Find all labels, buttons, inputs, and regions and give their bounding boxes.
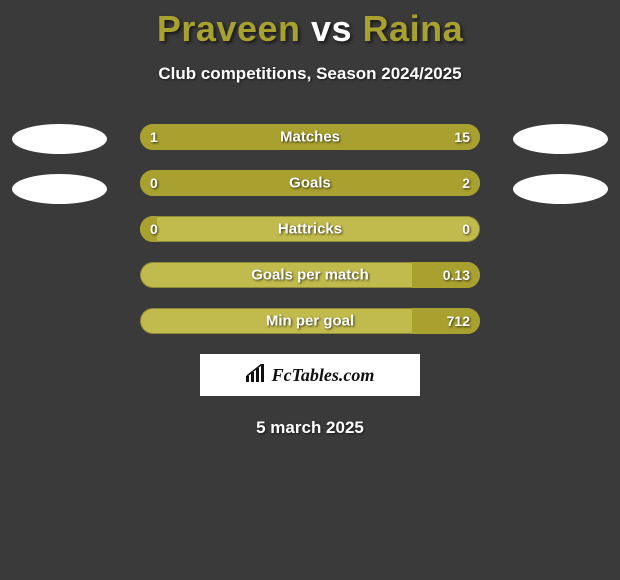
player1-badge-placeholder-2: [12, 174, 107, 204]
player2-badge-placeholder-1: [513, 124, 608, 154]
brand-text: FcTables.com: [246, 364, 375, 387]
stat-row: Min per goal 712: [140, 308, 480, 334]
stat-label: Matches: [280, 129, 340, 146]
player1-name: Praveen: [157, 8, 301, 49]
stat-value-right: 712: [447, 313, 470, 329]
stat-row: Hattricks 0 0: [140, 216, 480, 242]
stat-label: Goals per match: [251, 267, 369, 284]
player2-badge-placeholder-2: [513, 174, 608, 204]
stat-row: Matches 1 15: [140, 124, 480, 150]
stat-value-right: 2: [462, 175, 470, 191]
stat-label: Hattricks: [278, 221, 342, 238]
player1-badge-placeholder-1: [12, 124, 107, 154]
stat-bars: Matches 1 15 Goals 0 2 Hattricks 0 0 Goals per ma…: [140, 124, 480, 334]
subtitle: Club competitions, Season 2024/2025: [0, 64, 620, 84]
stat-value-left: 0: [150, 221, 158, 237]
stat-fill-right: [201, 124, 480, 150]
stat-label: Min per goal: [266, 313, 354, 330]
stat-row: Goals per match 0.13: [140, 262, 480, 288]
stat-row: Goals 0 2: [140, 170, 480, 196]
stat-value-left: 1: [150, 129, 158, 145]
comparison-chart: Matches 1 15 Goals 0 2 Hattricks 0 0 Goals per ma…: [0, 124, 620, 334]
brand-label: FcTables.com: [272, 365, 375, 386]
stat-value-right: 0: [462, 221, 470, 237]
vs-text: vs: [311, 8, 352, 49]
page-title: Praveen vs Raina: [0, 0, 620, 50]
brand-box: FcTables.com: [200, 354, 420, 396]
stat-value-right: 15: [454, 129, 470, 145]
stat-label: Goals: [289, 175, 331, 192]
stat-value-left: 0: [150, 175, 158, 191]
date-text: 5 march 2025: [0, 418, 620, 438]
stat-value-right: 0.13: [443, 267, 470, 283]
player2-name: Raina: [363, 8, 464, 49]
brand-icon: [246, 364, 268, 387]
